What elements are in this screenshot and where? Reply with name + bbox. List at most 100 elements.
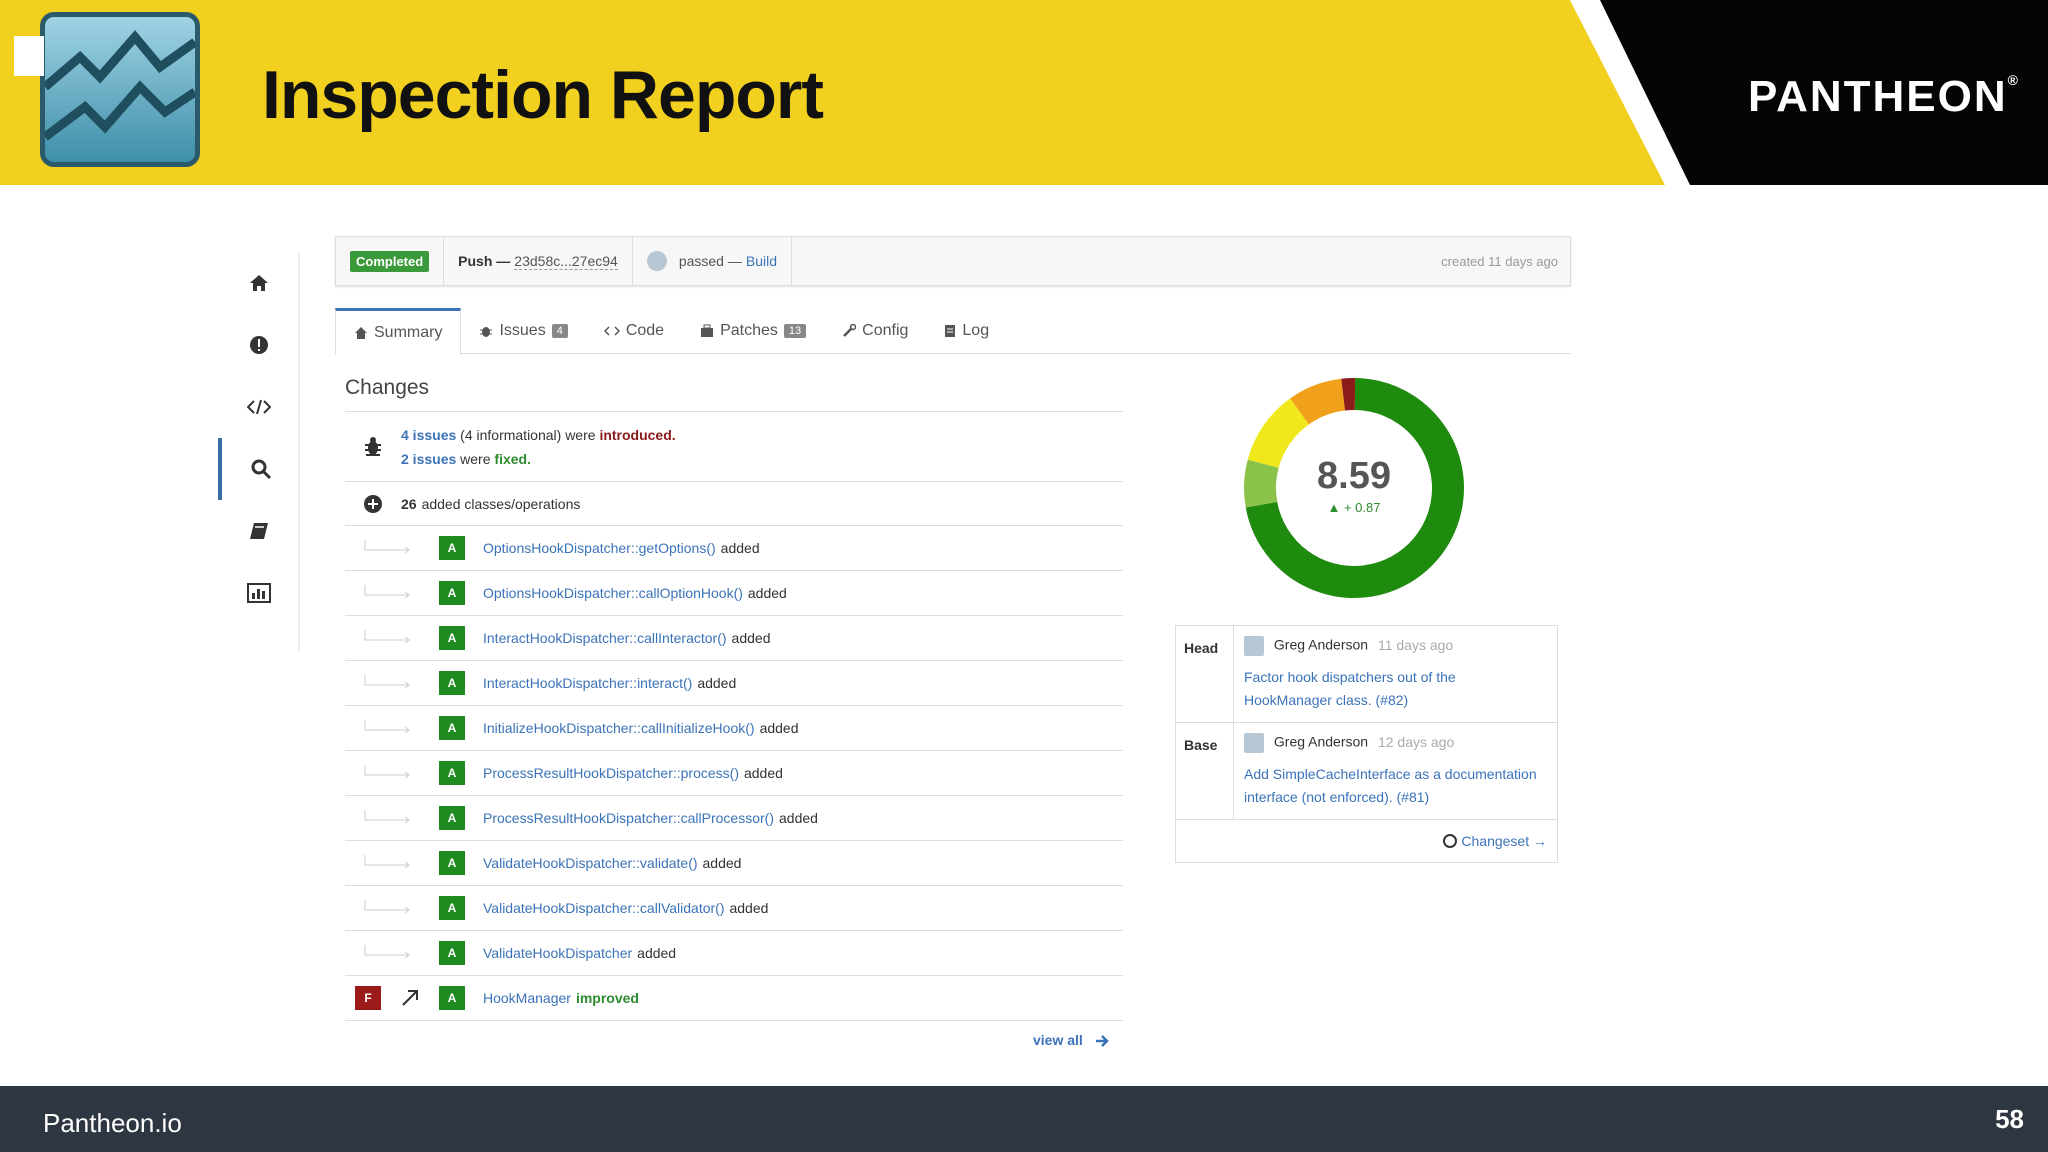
tree-branch-icon — [364, 675, 410, 689]
tree-branch-icon — [364, 855, 410, 869]
old-grade-badge: F — [355, 986, 381, 1010]
introduced-issues-link[interactable]: 4 issues — [401, 426, 457, 443]
method-status: added — [720, 540, 760, 556]
grade-wrap: A — [429, 761, 475, 785]
grade-wrap: A — [429, 671, 475, 695]
code-icon — [603, 326, 620, 336]
avatar — [646, 251, 667, 271]
fixed-issues-link[interactable]: 2 issues — [401, 450, 457, 467]
method-link[interactable]: ProcessResultHookDispatcher::callProcess… — [483, 810, 774, 826]
home-icon — [250, 275, 268, 291]
method-link[interactable]: InitializeHookDispatcher::callInitialize… — [483, 720, 755, 736]
changeset-label: Changeset → — [1461, 833, 1547, 849]
tree-branch-icon — [364, 810, 410, 824]
footer-bar: Pantheon.io 58 — [0, 1086, 2048, 1152]
briefcase-icon — [701, 324, 714, 337]
tab-config[interactable]: Config — [824, 308, 926, 354]
method-link[interactable]: InteractHookDispatcher::callInteractor() — [483, 630, 727, 646]
list-item: A OptionsHookDispatcher::getOptions() adde… — [345, 526, 1123, 571]
side-nav — [218, 252, 300, 652]
tree-branch-icon — [364, 765, 410, 779]
build-link[interactable]: Build — [745, 253, 778, 269]
issues-summary-text: 4 issues (4 informational) were introduc… — [401, 423, 676, 471]
introduced-word: introduced. — [599, 426, 676, 443]
footer-site: Pantheon.io — [43, 1108, 182, 1138]
tree-branch-icon — [364, 630, 410, 644]
grade-wrap: A — [429, 581, 475, 605]
bug-icon — [480, 327, 493, 337]
list-item: A ValidateHookDispatcher added — [345, 931, 1123, 976]
method-link[interactable]: OptionsHookDispatcher::callOptionHook() — [483, 585, 743, 601]
base-details: Greg Anderson 12 days ago Add SimpleCach… — [1234, 723, 1557, 819]
issues-summary-row: 4 issues (4 informational) were introduc… — [345, 412, 1123, 482]
tab-code[interactable]: Code — [586, 308, 682, 354]
grade-wrap: A — [429, 896, 475, 920]
commit-info-panel: Head Greg Anderson 11 days ago Factor ho… — [1175, 625, 1558, 863]
nav-issues[interactable] — [218, 314, 300, 376]
method-link[interactable]: ProcessResultHookDispatcher::process() — [483, 765, 739, 781]
inspection-logo — [40, 12, 200, 167]
changeset-link[interactable]: Changeset → — [1176, 820, 1557, 862]
list-item: A InteractHookDispatcher::interact() added — [345, 661, 1123, 706]
grade-wrap: A — [429, 806, 475, 830]
base-author: Greg Anderson — [1273, 733, 1369, 750]
list-item: A ValidateHookDispatcher::callValidator()… — [345, 886, 1123, 931]
base-row: Base Greg Anderson 12 days ago Add Simpl… — [1176, 723, 1557, 820]
grade-badge: A — [439, 536, 465, 560]
method-link[interactable]: OptionsHookDispatcher::getOptions() — [483, 540, 716, 556]
grade-badge: A — [439, 581, 465, 605]
tab-issues[interactable]: Issues 4 — [461, 308, 585, 354]
tree-branch-icon — [364, 540, 410, 554]
bug-icon — [365, 436, 381, 456]
tab-log[interactable]: Log — [926, 308, 1007, 354]
method-link[interactable]: InteractHookDispatcher::interact() — [483, 675, 693, 691]
nav-docs[interactable] — [218, 500, 300, 562]
tab-label: Issues — [499, 322, 546, 339]
build-cell: passed — Build — [633, 237, 793, 285]
tab-summary[interactable]: Summary — [335, 308, 462, 355]
tab-label: Config — [862, 322, 909, 339]
issues-count-badge: 4 — [551, 324, 568, 338]
donut-segment-4 — [1341, 378, 1356, 411]
changes-heading: Changes — [345, 376, 430, 399]
new-grade-wrap: A — [429, 986, 475, 1010]
quality-delta: ▲ + 0.87 — [1327, 500, 1381, 515]
tree-connector — [345, 583, 429, 603]
method-link[interactable]: ValidateHookDispatcher — [483, 945, 633, 961]
added-label: added classes/operations — [421, 495, 581, 512]
code-icon — [247, 399, 271, 415]
view-all-link[interactable]: view all — [1033, 1032, 1109, 1048]
head-commit-link[interactable]: Factor hook dispatchers out of the HookM… — [1244, 669, 1456, 708]
method-link[interactable]: ValidateHookDispatcher::validate() — [483, 855, 698, 871]
nav-home[interactable] — [218, 252, 300, 314]
status-cell: Completed — [336, 237, 445, 285]
method-rows: A OptionsHookDispatcher::getOptions() adde… — [345, 526, 1123, 976]
method-status: added — [697, 675, 737, 691]
base-commit-link[interactable]: Add SimpleCacheInterface as a documentat… — [1244, 766, 1537, 805]
method-link[interactable]: ValidateHookDispatcher::callValidator() — [483, 900, 725, 916]
page-number: 58 — [1995, 1104, 2024, 1134]
commit-range-link[interactable]: 23d58c...27ec94 — [514, 252, 618, 270]
head-row: Head Greg Anderson 11 days ago Factor ho… — [1176, 626, 1557, 723]
brand-registered: ® — [2007, 72, 2020, 88]
method-status: added — [702, 855, 742, 871]
arrow-wrap — [391, 988, 429, 1008]
nav-stats[interactable] — [218, 562, 300, 624]
method-status: added — [779, 810, 818, 826]
improved-item-link[interactable]: HookManager — [483, 990, 571, 1006]
added-count: 26 — [401, 495, 417, 512]
nav-code[interactable] — [218, 376, 300, 438]
pantheon-logo-icon — [6, 0, 44, 108]
file-icon — [945, 325, 956, 337]
build-status: passed — — [678, 253, 742, 269]
bug-icon-wrap — [345, 436, 401, 458]
nav-inspections[interactable] — [218, 438, 300, 500]
method-status: added — [759, 720, 799, 736]
head-meta: Greg Anderson 11 days ago — [1244, 636, 1547, 656]
changes-list: 4 issues (4 informational) were introduc… — [345, 411, 1123, 1021]
list-item: A ValidateHookDispatcher::validate() added — [345, 841, 1123, 886]
added-count-row: 26 added classes/operations — [345, 482, 1123, 526]
grade-badge: A — [439, 851, 465, 875]
tab-patches[interactable]: Patches 13 — [682, 308, 824, 354]
